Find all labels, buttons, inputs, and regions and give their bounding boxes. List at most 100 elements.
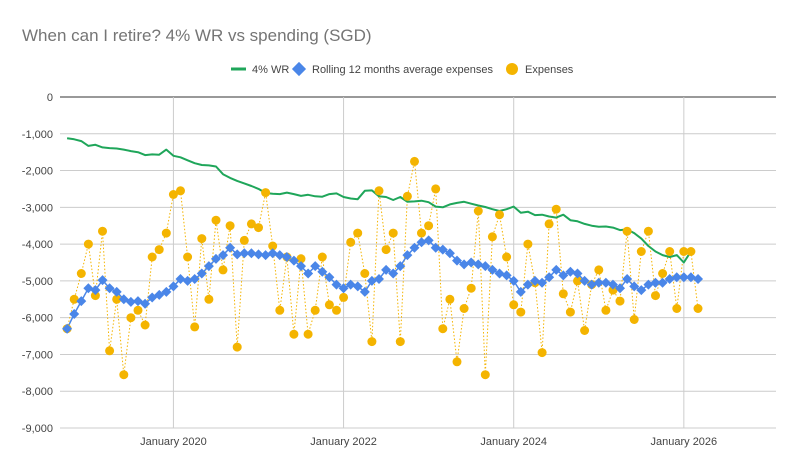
point-rolling-average xyxy=(218,250,229,261)
point-expenses xyxy=(246,219,256,229)
legend: 4% WR Rolling 12 months average expenses… xyxy=(231,61,574,77)
point-rolling-average xyxy=(338,283,349,294)
point-rolling-average xyxy=(154,289,165,300)
point-expenses xyxy=(232,342,242,352)
point-rolling-average xyxy=(522,279,533,290)
point-rolling-average xyxy=(331,279,342,290)
point-expenses xyxy=(544,219,554,229)
point-rolling-average xyxy=(189,274,200,285)
point-rolling-average xyxy=(182,275,193,286)
point-expenses xyxy=(211,215,221,225)
point-rolling-average xyxy=(459,259,470,270)
point-rolling-average xyxy=(303,268,314,279)
point-expenses xyxy=(381,245,391,255)
point-expenses xyxy=(693,304,703,313)
point-expenses xyxy=(317,252,327,262)
point-rolling-average xyxy=(693,274,704,285)
point-expenses xyxy=(275,305,285,315)
point-rolling-average xyxy=(437,244,448,255)
point-expenses xyxy=(353,228,363,238)
point-rolling-average xyxy=(643,279,654,290)
y-tick-label: -4,000 xyxy=(22,239,53,251)
y-tick-label: -3,000 xyxy=(22,202,53,214)
point-rolling-average xyxy=(317,266,328,277)
point-expenses xyxy=(140,320,150,330)
point-expenses xyxy=(459,304,469,313)
point-expenses xyxy=(83,239,93,249)
point-rolling-average xyxy=(366,275,377,286)
point-expenses xyxy=(90,291,100,301)
point-rolling-average xyxy=(83,283,94,294)
point-rolling-average xyxy=(572,268,583,279)
point-rolling-average xyxy=(544,272,555,283)
point-expenses xyxy=(558,289,568,299)
y-tick-label: -6,000 xyxy=(22,313,53,325)
point-expenses xyxy=(147,252,157,262)
point-expenses xyxy=(580,326,590,335)
point-rolling-average xyxy=(345,279,356,290)
y-axis-tick-labels: 0 -1,000 -2,000 -3,000 -4,000 -5,000 -6,000 -7,… xyxy=(22,92,53,435)
point-rolling-average xyxy=(310,261,321,272)
point-rolling-average xyxy=(168,281,179,292)
legend-label-4-wr: 4% WR xyxy=(252,64,289,76)
point-rolling-average xyxy=(203,261,214,272)
point-expenses xyxy=(424,221,434,231)
point-rolling-average xyxy=(473,259,484,270)
point-expenses xyxy=(643,226,653,236)
point-expenses xyxy=(225,221,235,231)
point-expenses xyxy=(395,337,405,347)
point-expenses xyxy=(495,210,504,220)
point-expenses xyxy=(204,294,214,304)
point-expenses xyxy=(374,186,384,196)
legend-label-rolling-average: Rolling 12 months average expenses xyxy=(312,64,494,76)
point-expenses xyxy=(133,305,143,315)
point-rolling-average xyxy=(423,235,434,246)
point-expenses xyxy=(445,294,455,304)
point-rolling-average xyxy=(125,296,136,307)
point-expenses xyxy=(601,305,611,315)
point-expenses xyxy=(466,283,476,293)
point-expenses xyxy=(360,269,370,278)
point-expenses xyxy=(168,190,178,199)
point-rolling-average xyxy=(402,250,413,261)
y-tick-label: -8,000 xyxy=(22,386,53,398)
point-rolling-average xyxy=(196,268,207,279)
point-rolling-average xyxy=(501,270,512,281)
point-expenses xyxy=(686,247,696,256)
point-expenses xyxy=(310,305,320,315)
point-expenses xyxy=(268,241,278,251)
point-rolling-average xyxy=(551,264,562,275)
point-expenses xyxy=(183,252,193,262)
point-expenses xyxy=(69,294,79,304)
y-tick-label: -5,000 xyxy=(22,276,53,288)
point-rolling-average xyxy=(586,279,597,290)
point-rolling-average xyxy=(267,248,278,259)
point-expenses xyxy=(473,206,483,216)
x-tick-label: January 2026 xyxy=(651,436,718,448)
point-expenses xyxy=(176,186,185,196)
point-expenses xyxy=(622,226,632,236)
point-expenses xyxy=(665,247,675,256)
point-expenses xyxy=(339,292,349,302)
point-expenses xyxy=(161,228,171,238)
point-rolling-average xyxy=(62,323,73,334)
point-rolling-average xyxy=(111,286,122,297)
point-expenses xyxy=(296,254,306,264)
point-rolling-average xyxy=(352,281,363,292)
point-rolling-average xyxy=(253,249,264,260)
point-expenses xyxy=(679,247,689,256)
point-expenses xyxy=(254,223,263,233)
point-expenses xyxy=(303,329,313,339)
point-expenses xyxy=(636,247,646,256)
point-expenses xyxy=(402,191,412,201)
point-expenses xyxy=(367,337,377,347)
point-rolling-average xyxy=(175,274,186,285)
point-expenses xyxy=(190,322,200,332)
point-rolling-average xyxy=(466,257,477,268)
point-expenses xyxy=(410,156,419,166)
point-rolling-average xyxy=(274,250,285,261)
vertical-gridlines xyxy=(172,97,685,428)
point-expenses xyxy=(98,226,107,236)
